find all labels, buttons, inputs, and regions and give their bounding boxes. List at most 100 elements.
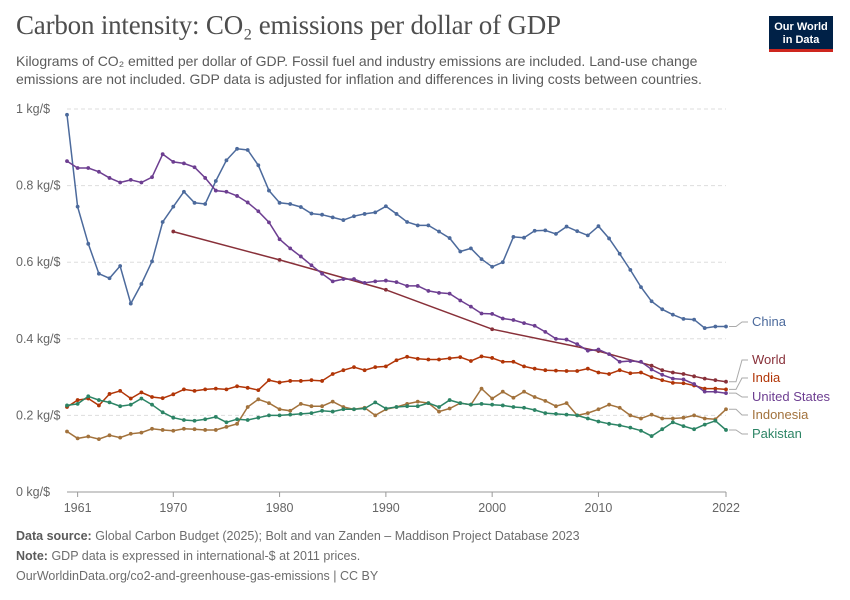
data-point-china[interactable] (702, 326, 707, 330)
data-point-united-states[interactable] (224, 189, 229, 194)
data-point-india[interactable] (341, 368, 346, 373)
data-point-india[interactable] (267, 378, 271, 383)
data-point-china[interactable] (213, 179, 218, 183)
data-point-world[interactable] (702, 376, 707, 381)
data-point-indonesia[interactable] (96, 437, 101, 442)
data-point-pakistan[interactable] (554, 411, 558, 416)
data-point-united-states[interactable] (469, 304, 473, 309)
data-point-indonesia[interactable] (692, 413, 697, 418)
data-point-united-states[interactable] (96, 169, 101, 174)
data-point-india[interactable] (320, 379, 324, 383)
data-point-india[interactable] (235, 384, 239, 389)
data-point-pakistan[interactable] (607, 421, 611, 426)
data-point-pakistan[interactable] (320, 408, 324, 413)
data-point-pakistan[interactable] (660, 427, 665, 432)
data-point-india[interactable] (171, 392, 176, 397)
data-point-china[interactable] (543, 228, 548, 233)
data-point-china[interactable] (617, 251, 622, 256)
data-point-united-states[interactable] (617, 359, 622, 364)
data-point-indonesia[interactable] (224, 424, 229, 429)
data-point-united-states[interactable] (543, 330, 548, 334)
data-point-india[interactable] (288, 379, 293, 383)
data-point-india[interactable] (649, 375, 654, 379)
data-point-world[interactable] (681, 372, 686, 376)
data-point-indonesia[interactable] (160, 428, 165, 432)
data-point-china[interactable] (670, 312, 675, 317)
data-point-china[interactable] (235, 146, 239, 151)
data-point-indonesia[interactable] (171, 428, 176, 433)
data-point-pakistan[interactable] (479, 402, 484, 406)
data-point-indonesia[interactable] (415, 399, 420, 404)
data-point-pakistan[interactable] (341, 407, 346, 412)
data-point-china[interactable] (96, 271, 101, 276)
data-point-pakistan[interactable] (150, 402, 154, 407)
data-point-united-states[interactable] (171, 159, 176, 164)
data-point-united-states[interactable] (362, 280, 367, 285)
data-point-pakistan[interactable] (713, 418, 718, 423)
data-point-united-states[interactable] (235, 194, 239, 198)
data-point-indonesia[interactable] (213, 428, 218, 432)
data-point-india[interactable] (543, 368, 548, 373)
data-point-pakistan[interactable] (511, 405, 516, 409)
data-point-united-states[interactable] (182, 161, 186, 166)
data-point-india[interactable] (75, 398, 80, 402)
data-point-indonesia[interactable] (182, 426, 186, 431)
data-point-china[interactable] (192, 200, 197, 205)
data-point-indonesia[interactable] (373, 413, 378, 418)
data-point-china[interactable] (341, 218, 346, 222)
data-point-india[interactable] (585, 366, 590, 371)
data-point-china[interactable] (394, 212, 399, 216)
data-point-india[interactable] (469, 359, 473, 363)
data-point-indonesia[interactable] (192, 427, 197, 432)
data-point-pakistan[interactable] (469, 402, 473, 407)
data-point-pakistan[interactable] (458, 401, 463, 406)
data-point-united-states[interactable] (65, 159, 69, 163)
data-point-china[interactable] (203, 202, 208, 206)
data-point-world[interactable] (724, 379, 728, 384)
data-point-united-states[interactable] (75, 166, 80, 170)
data-point-india[interactable] (500, 359, 505, 364)
data-point-china[interactable] (86, 241, 91, 246)
data-point-india[interactable] (575, 369, 580, 373)
data-point-china[interactable] (479, 257, 484, 262)
data-point-india[interactable] (564, 369, 569, 373)
data-point-united-states[interactable] (554, 336, 558, 341)
data-point-pakistan[interactable] (224, 420, 229, 425)
data-point-india[interactable] (298, 379, 303, 383)
data-point-pakistan[interactable] (405, 404, 410, 409)
data-point-india[interactable] (713, 386, 718, 391)
data-point-united-states[interactable] (203, 176, 208, 180)
data-point-india[interactable] (383, 364, 388, 369)
data-point-india[interactable] (702, 386, 707, 391)
data-point-india[interactable] (405, 354, 410, 359)
data-point-china[interactable] (585, 233, 590, 238)
data-point-india[interactable] (192, 388, 197, 393)
data-point-india[interactable] (437, 357, 441, 362)
data-point-united-states[interactable] (383, 278, 388, 283)
data-point-indonesia[interactable] (702, 416, 707, 421)
series-line-india[interactable] (66, 355, 727, 408)
data-point-united-states[interactable] (724, 391, 728, 396)
data-point-china[interactable] (628, 267, 633, 272)
data-point-united-states[interactable] (405, 284, 410, 288)
data-point-india[interactable] (426, 357, 431, 362)
data-point-united-states[interactable] (607, 352, 611, 357)
data-point-pakistan[interactable] (724, 428, 728, 432)
series-label-pakistan[interactable]: Pakistan (752, 426, 802, 441)
data-point-united-states[interactable] (415, 284, 420, 288)
data-point-china[interactable] (277, 200, 282, 205)
data-point-china[interactable] (500, 260, 505, 265)
data-point-india[interactable] (150, 395, 154, 399)
data-point-world[interactable] (490, 327, 495, 332)
data-point-indonesia[interactable] (639, 416, 643, 421)
data-point-united-states[interactable] (277, 237, 282, 242)
data-point-china[interactable] (447, 236, 452, 240)
data-point-pakistan[interactable] (596, 419, 601, 424)
data-point-indonesia[interactable] (267, 401, 271, 406)
data-point-china[interactable] (490, 264, 495, 269)
data-point-united-states[interactable] (394, 280, 399, 285)
data-point-united-states[interactable] (352, 277, 356, 281)
data-point-india[interactable] (660, 378, 665, 383)
data-point-china[interactable] (426, 223, 431, 228)
data-point-indonesia[interactable] (150, 426, 154, 431)
